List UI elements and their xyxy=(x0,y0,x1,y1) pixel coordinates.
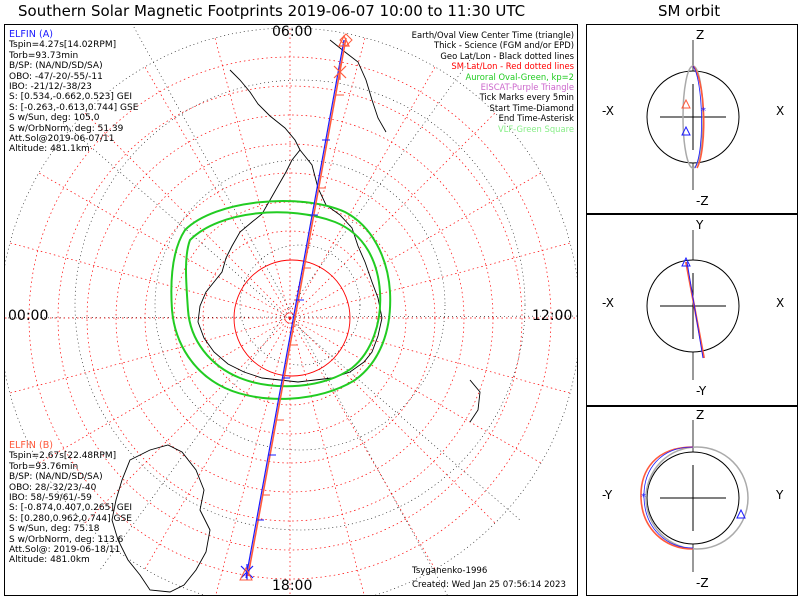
elfin-a-line: Torb=93.73min xyxy=(9,50,79,61)
orbit1-right-label: X xyxy=(776,104,785,118)
orbit1-top-label: Z xyxy=(696,28,705,42)
elfin-b-line: B/SP: (NA/ND/SD/SA) xyxy=(9,472,103,483)
orbit2-right-label: X xyxy=(776,296,785,310)
elfin-b-track xyxy=(247,37,347,577)
elfin-a-line: Altitude: 481.1km xyxy=(9,144,90,155)
elfin-a-line: Att.Sol@2019-06-07/11 xyxy=(9,133,115,144)
legend-entry: Earth/Oval View Center Time (triangle) xyxy=(411,30,574,40)
elfin-b-line: Altitude: 481.0km xyxy=(9,555,90,566)
legend-entry: End Time-Asterisk xyxy=(498,113,574,124)
elfin-b-line: S w/Sun, deg: 75.18 xyxy=(9,524,100,535)
geo-grid xyxy=(5,25,577,595)
mlt-label-bottom: 18:00 xyxy=(272,578,313,594)
orbit3-bottom-label: -Z xyxy=(696,576,709,590)
mlt-label-top: 06:00 xyxy=(272,24,313,40)
legend-entry: SM Lat/Lon - Red dotted lines xyxy=(451,61,574,72)
plot-title: Southern Solar Magnetic Footprints 2019-… xyxy=(18,2,526,20)
orbit3-top-label: Z xyxy=(696,408,705,422)
elfin-b-ticks xyxy=(262,94,344,496)
sm-grid xyxy=(5,28,577,595)
elfin-a-line: S w/Sun, deg: 105.0 xyxy=(9,113,100,124)
legend: Earth/Oval View Center Time (triangle) T… xyxy=(412,30,574,134)
elfin-b-line: Att.Sol@: 2019-06-18/11 xyxy=(9,544,121,555)
legend-entry: Geo Lat/Lon - Black dotted lines xyxy=(440,50,574,61)
mlt-label-right: 12:00 xyxy=(532,308,573,324)
orbit1-left-label: -X xyxy=(602,104,614,118)
peninsula-coastline xyxy=(229,69,301,151)
elfin-b-center-triangle xyxy=(239,566,253,581)
elfin-a-track xyxy=(245,39,345,579)
elfin-b-line: S: [0.280,0.962,0.744] GSE xyxy=(9,513,132,524)
legend-entry: Start Time-Diamond xyxy=(489,102,574,113)
orbit2-top-label: Y xyxy=(696,218,704,232)
elfin-b-line: OBO: 28/-32/23/-40 xyxy=(9,482,97,493)
antarctica-coastline xyxy=(197,149,383,383)
elfin-a-end-asterisk xyxy=(240,564,254,580)
australia-coastline xyxy=(469,379,481,423)
legend-entry: EISCAT-Purple Triangle xyxy=(480,81,574,92)
elfin-b-line: Torb=93.76min xyxy=(9,461,79,472)
orbit2-bottom-label: -Y xyxy=(696,384,707,398)
elfin-b-line: Tspin=2.67s[22.48RPM] xyxy=(9,451,117,462)
orbit3-right-label: Y xyxy=(776,488,784,502)
africa-coastline xyxy=(329,39,387,133)
orbit-panel-xy xyxy=(586,214,798,406)
elfin-b-line: S w/OrbNorm, deg: 113.6 xyxy=(9,534,124,545)
auroral-oval xyxy=(170,200,392,400)
elfin-b-name: ELFIN (B) xyxy=(9,440,54,451)
elfin-b-end-asterisk xyxy=(333,64,347,80)
south-america-coastline xyxy=(111,444,211,593)
mlt-label-left: 00:00 xyxy=(8,308,49,324)
model-label: Tsyganenko-1996 xyxy=(412,566,488,576)
orbit-panel-yz xyxy=(586,406,798,596)
elfin-b-line: IBO: 58/-59/61/-59 xyxy=(9,492,92,503)
elfin-a-line: S w/OrbNorm, deg: 51.39 xyxy=(9,123,124,134)
legend-entry: VLF-Green Square xyxy=(497,123,574,134)
legend-entry: Tick Marks every 5min xyxy=(479,92,574,103)
orbit2-left-label: -X xyxy=(602,296,614,310)
elfin-a-line: S: [-0.263,-0.613,0.744] GSE xyxy=(9,102,139,113)
orbit3-left-label: -Y xyxy=(602,488,613,502)
elfin-a-line: B/SP: (NA/ND/SD/SA) xyxy=(9,61,103,72)
created-timestamp: Created: Wed Jan 25 07:56:14 2023 xyxy=(412,580,566,590)
elfin-b-info: ELFIN (B) Tspin=2.67s[22.48RPM] Torb=93.… xyxy=(9,440,133,566)
elfin-a-line: OBO: -47/-20/-55/-11 xyxy=(9,71,103,82)
elfin-a-line: S: [0.534,-0.662,0.523] GEI xyxy=(9,92,133,103)
elfin-a-line: Tspin=4.27s[14.02RPM] xyxy=(9,40,117,51)
orbit1-bottom-label: -Z xyxy=(696,194,709,208)
sm-polar-circle xyxy=(233,259,351,377)
legend-entry: Thick - Science (FGM and/or EPD) xyxy=(433,40,574,51)
orbit-panel-xz xyxy=(586,24,798,214)
map-panel xyxy=(4,24,578,596)
elfin-a-info: ELFIN (A) Tspin=4.27s[14.02RPM] Torb=93.… xyxy=(9,29,139,155)
start-diamond xyxy=(339,33,353,47)
elfin-a-line: IBO: -21/12/-38/23 xyxy=(9,81,92,92)
legend-entry: Auroral Oval-Green, kp=2 xyxy=(465,71,574,82)
elfin-b-line: S: [-0.874,0.407,0.265] GEI xyxy=(9,503,133,514)
elfin-a-name: ELFIN (A) xyxy=(9,29,54,40)
orbit-title: SM orbit xyxy=(658,2,721,20)
